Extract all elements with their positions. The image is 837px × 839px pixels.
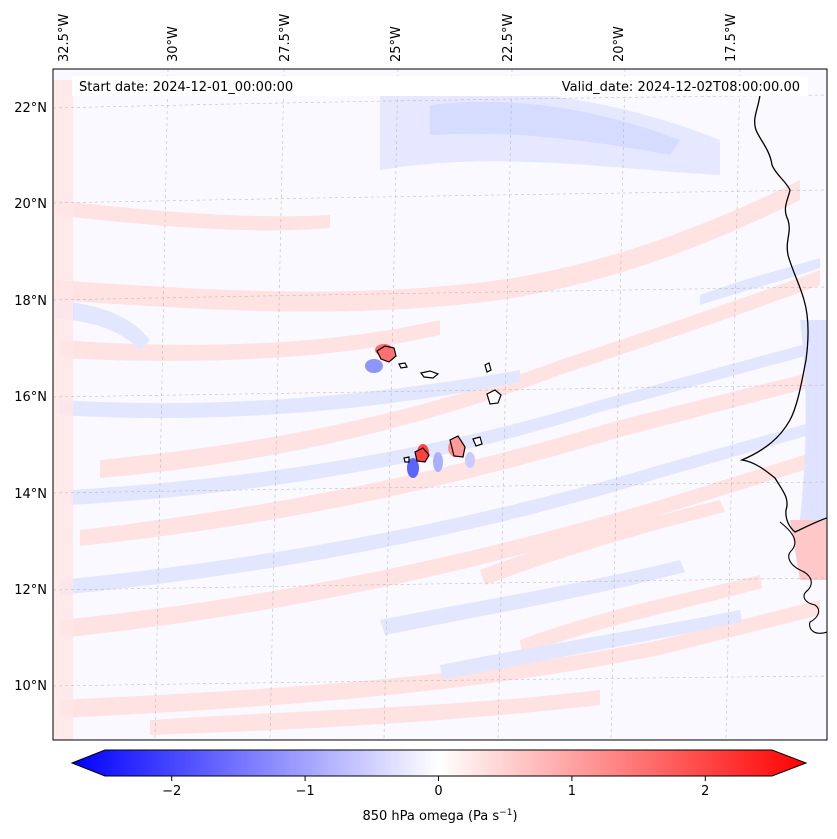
colorbar-ticks: −2 −1 0 1 2	[162, 776, 709, 799]
lat-label: 16°N	[14, 390, 47, 405]
longitude-labels: 32.5°W 30°W 27.5°W 25°W 22.5°W 20°W 17.5…	[57, 14, 739, 62]
negative-omega-bands	[55, 258, 820, 680]
island-fogo	[414, 447, 430, 463]
island-brava	[403, 456, 410, 463]
map-frame	[52, 68, 828, 741]
lat-label: 14°N	[14, 487, 47, 502]
island-santiago	[449, 435, 466, 458]
lat-label: 22°N	[14, 101, 47, 116]
positive-omega-bands	[55, 180, 820, 735]
island-santo-antao	[376, 345, 397, 363]
western-edge-band	[53, 80, 73, 740]
gambia-guinea-coastline	[779, 521, 827, 634]
lon-label: 20°W	[612, 26, 627, 62]
lon-label: 25°W	[389, 26, 404, 62]
colorbar-label: 850 hPa omega (Pa s−1)	[362, 808, 517, 824]
date-info-bar	[72, 76, 808, 96]
lat-label: 18°N	[14, 294, 47, 309]
colorbar-scale	[70, 749, 808, 777]
lon-label: 22.5°W	[501, 14, 516, 62]
lon-label: 30°W	[166, 26, 181, 62]
colorbar: −2 −1 0 1 2 850 hPa omega (Pa s−1)	[70, 749, 808, 824]
colorbar-tick-label: −2	[162, 784, 181, 799]
coastal-negative-region	[800, 320, 827, 520]
latitude-labels: 22°N 20°N 18°N 16°N 14°N 12°N 10°N	[14, 101, 47, 694]
colorbar-tick-label: 0	[434, 784, 442, 799]
island-sao-nicolau	[419, 370, 440, 379]
map-area	[53, 69, 827, 740]
colorbar-tick-label: 1	[568, 784, 576, 799]
west-africa-coastline	[739, 94, 827, 533]
coastal-positive-region	[790, 520, 827, 580]
lon-label: 17.5°W	[724, 14, 739, 62]
lat-label: 10°N	[14, 679, 47, 694]
lon-label: 27.5°W	[278, 14, 293, 62]
island-sao-vicente	[398, 362, 408, 369]
lat-label: 12°N	[14, 583, 47, 598]
colorbar-tick-label: 2	[701, 784, 709, 799]
valid-date-label: Valid_date: 2024-12-02T08:00:00.00	[562, 80, 800, 95]
lat-label: 20°N	[14, 197, 47, 212]
start-date-label: Start date: 2024-12-01_00:00:00	[79, 80, 293, 95]
island-sal	[484, 362, 492, 373]
island-maio	[472, 436, 483, 447]
lon-label: 32.5°W	[57, 14, 72, 62]
graticule	[53, 69, 827, 740]
island-boa-vista	[486, 389, 502, 405]
negative-omega-region	[430, 101, 680, 155]
colorbar-tick-label: −1	[296, 784, 315, 799]
cape-verde-islands	[376, 345, 502, 463]
